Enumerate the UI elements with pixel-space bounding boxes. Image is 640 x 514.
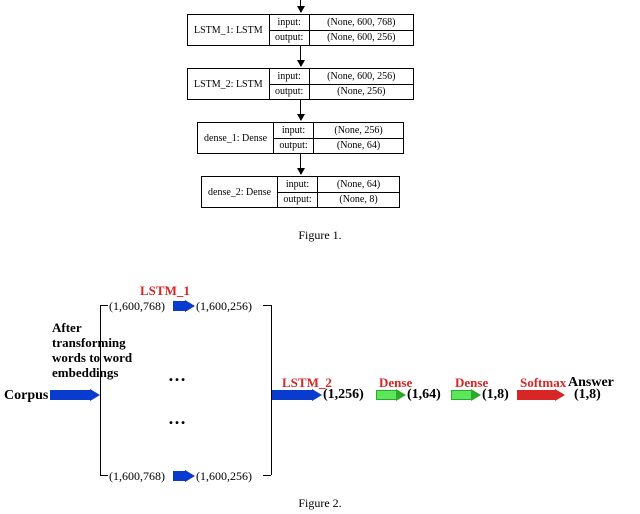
transform-text: After transforming words to word embeddi… [52, 320, 157, 380]
shape-1-256: (1,256) [323, 387, 364, 403]
shape-1-64: (1,64) [407, 387, 441, 403]
branch1-arrow [173, 300, 195, 312]
fan-bracket-vert [100, 305, 101, 475]
fig1-caption: Figure 1. [0, 228, 640, 243]
fig1-arrow-3 [300, 154, 301, 174]
fan-branch-bot [100, 475, 108, 476]
branch2-out: (1,600,256) [196, 469, 252, 484]
lstm1-label: LSTM_1 [140, 283, 190, 299]
io-label-out: output: [270, 85, 310, 100]
layer-name: LSTM_2: LSTM [188, 69, 270, 99]
io-shape-in: (None, 600, 768) [310, 15, 413, 30]
io-shape-out: (None, 600, 256) [310, 31, 413, 46]
layer-name: LSTM_1: LSTM [188, 15, 270, 45]
io-shape-out: (None, 64) [314, 139, 403, 154]
fig1-arrow-1 [300, 46, 301, 66]
merge-branch-bot [263, 475, 271, 476]
fig1-layer-lstm1: LSTM_1: LSTM input:(None, 600, 768) outp… [187, 14, 414, 46]
shape-1-8a: (1,8) [482, 387, 509, 403]
branch1-in: (1,600,768) [109, 299, 165, 314]
io-shape-out: (None, 8) [318, 193, 399, 208]
fig1-layer-dense1: dense_1: Dense input:(None, 256) output:… [197, 122, 404, 154]
merge-branch-top [263, 305, 271, 306]
io-label-in: input: [270, 69, 310, 84]
fig1-arrow-in [300, 0, 301, 12]
ellipsis1: … [168, 365, 186, 386]
io-shape-out: (None, 256) [310, 85, 413, 100]
branch2-arrow [173, 470, 195, 482]
ellipsis2: … [168, 408, 186, 429]
io-label-in: input: [278, 177, 318, 192]
io-label-in: input: [274, 123, 314, 138]
fan-branch-top [100, 305, 108, 306]
io-label-in: input: [270, 15, 310, 30]
branch1-out: (1,600,256) [196, 299, 252, 314]
layer-name: dense_1: Dense [198, 123, 274, 153]
io-label-out: output: [270, 31, 310, 46]
softmax-arrow [517, 389, 565, 401]
lstm2-arrow [272, 389, 322, 401]
corpus-label: Corpus [4, 388, 48, 404]
fig1-layer-lstm2: LSTM_2: LSTM input:(None, 600, 256) outp… [187, 68, 414, 100]
layer-name: dense_2: Dense [202, 177, 278, 207]
io-shape-in: (None, 600, 256) [310, 69, 413, 84]
dense1-arrow [376, 389, 406, 401]
dense2-arrow [451, 389, 481, 401]
io-shape-in: (None, 256) [314, 123, 403, 138]
io-label-out: output: [278, 193, 318, 208]
shape-1-8b: (1,8) [574, 387, 601, 403]
branch2-in: (1,600,768) [109, 469, 165, 484]
io-shape-in: (None, 64) [318, 177, 399, 192]
io-label-out: output: [274, 139, 314, 154]
corpus-arrow [50, 389, 100, 401]
fig2-caption: Figure 2. [0, 496, 640, 511]
fig1-arrow-2 [300, 100, 301, 120]
fig1-layer-dense2: dense_2: Dense input:(None, 64) output:(… [201, 176, 400, 208]
